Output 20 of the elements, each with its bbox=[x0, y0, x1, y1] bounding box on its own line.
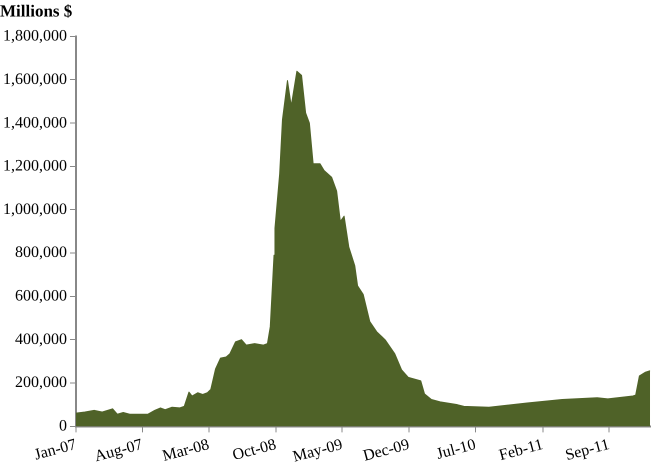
x-tick-label: Jul-10 bbox=[434, 436, 478, 463]
x-tick-label: Oct-08 bbox=[230, 436, 278, 464]
y-tick-label: 600,000 bbox=[15, 288, 67, 305]
y-tick-label: 1,600,000 bbox=[3, 70, 67, 88]
chart-title: Millions $ bbox=[0, 2, 73, 21]
x-tick-label: Sep-11 bbox=[564, 436, 612, 464]
x-tick-label: Mar-08 bbox=[160, 436, 212, 465]
y-tick-label: 1,200,000 bbox=[3, 158, 67, 175]
y-tick-label: 800,000 bbox=[15, 244, 67, 262]
x-tick-label: Dec-09 bbox=[361, 436, 412, 465]
x-tick-label: May-09 bbox=[291, 436, 344, 466]
y-tick-label: 0 bbox=[59, 418, 67, 435]
y-tick-label: 1,800,000 bbox=[3, 28, 67, 45]
x-tick-label: Aug-07 bbox=[92, 436, 144, 466]
y-tick-label: 1,400,000 bbox=[3, 114, 67, 132]
y-tick-label: 200,000 bbox=[15, 374, 67, 392]
y-tick-label: 1,000,000 bbox=[3, 200, 67, 218]
x-tick-label: Jan-07 bbox=[32, 436, 78, 464]
y-tick-label: 400,000 bbox=[15, 330, 67, 348]
x-tick-label: Feb-11 bbox=[497, 436, 545, 464]
